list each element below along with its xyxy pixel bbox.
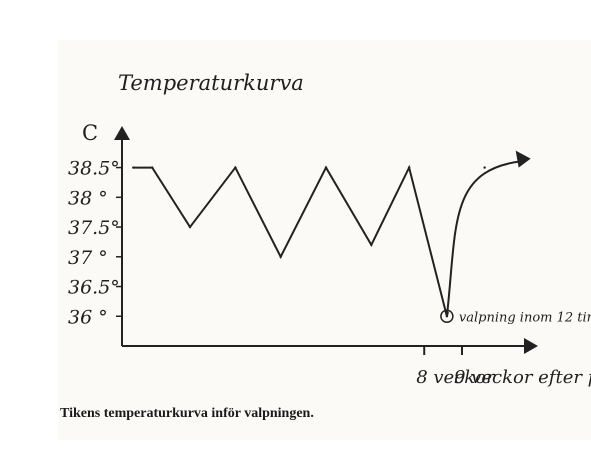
y-tick-label: 36 ° bbox=[68, 306, 108, 328]
annotation-group: valpning inom 12 tim. bbox=[440, 309, 591, 325]
x-tick-label: 9 veckor efter parning bbox=[454, 367, 591, 388]
x-axis-arrow-icon bbox=[524, 338, 538, 354]
y-axis-arrow-icon bbox=[114, 126, 130, 140]
axes bbox=[114, 126, 538, 354]
data-point bbox=[407, 166, 411, 169]
data-point bbox=[188, 225, 192, 229]
trend-arrow-icon bbox=[515, 150, 531, 168]
segment-mask bbox=[446, 167, 487, 313]
data-point bbox=[279, 255, 282, 258]
data-point bbox=[324, 166, 328, 169]
trend-curve bbox=[445, 160, 519, 317]
chart-title: Temperaturkurva bbox=[118, 71, 304, 95]
data-point bbox=[132, 166, 135, 169]
x-tick-label: 8 veckor bbox=[416, 367, 496, 388]
y-tick-label: 38.5° bbox=[68, 158, 120, 180]
annotation-label: valpning inom 12 tim. bbox=[459, 310, 591, 325]
data-point bbox=[483, 166, 486, 169]
paper-background bbox=[58, 40, 591, 440]
temperature-line bbox=[133, 164, 486, 317]
data-point bbox=[445, 315, 449, 318]
figure-caption: Tikens temperaturkurva inför valpningen. bbox=[60, 406, 314, 421]
data-point bbox=[234, 166, 237, 169]
valpning-marker-icon bbox=[440, 309, 454, 324]
data-point bbox=[370, 243, 373, 247]
y-tick-label: 37.5° bbox=[68, 217, 120, 239]
y-tick-label: 38 ° bbox=[68, 187, 108, 209]
y-ticks: 38.5° 38 ° 37.5° 37 ° 36.5° 36 ° bbox=[68, 158, 122, 328]
data-point bbox=[151, 166, 154, 169]
y-axis-label: C bbox=[82, 121, 98, 145]
y-tick-label: 36.5° bbox=[68, 277, 120, 299]
y-tick-label: 37 ° bbox=[68, 247, 108, 269]
series-group bbox=[132, 150, 531, 318]
